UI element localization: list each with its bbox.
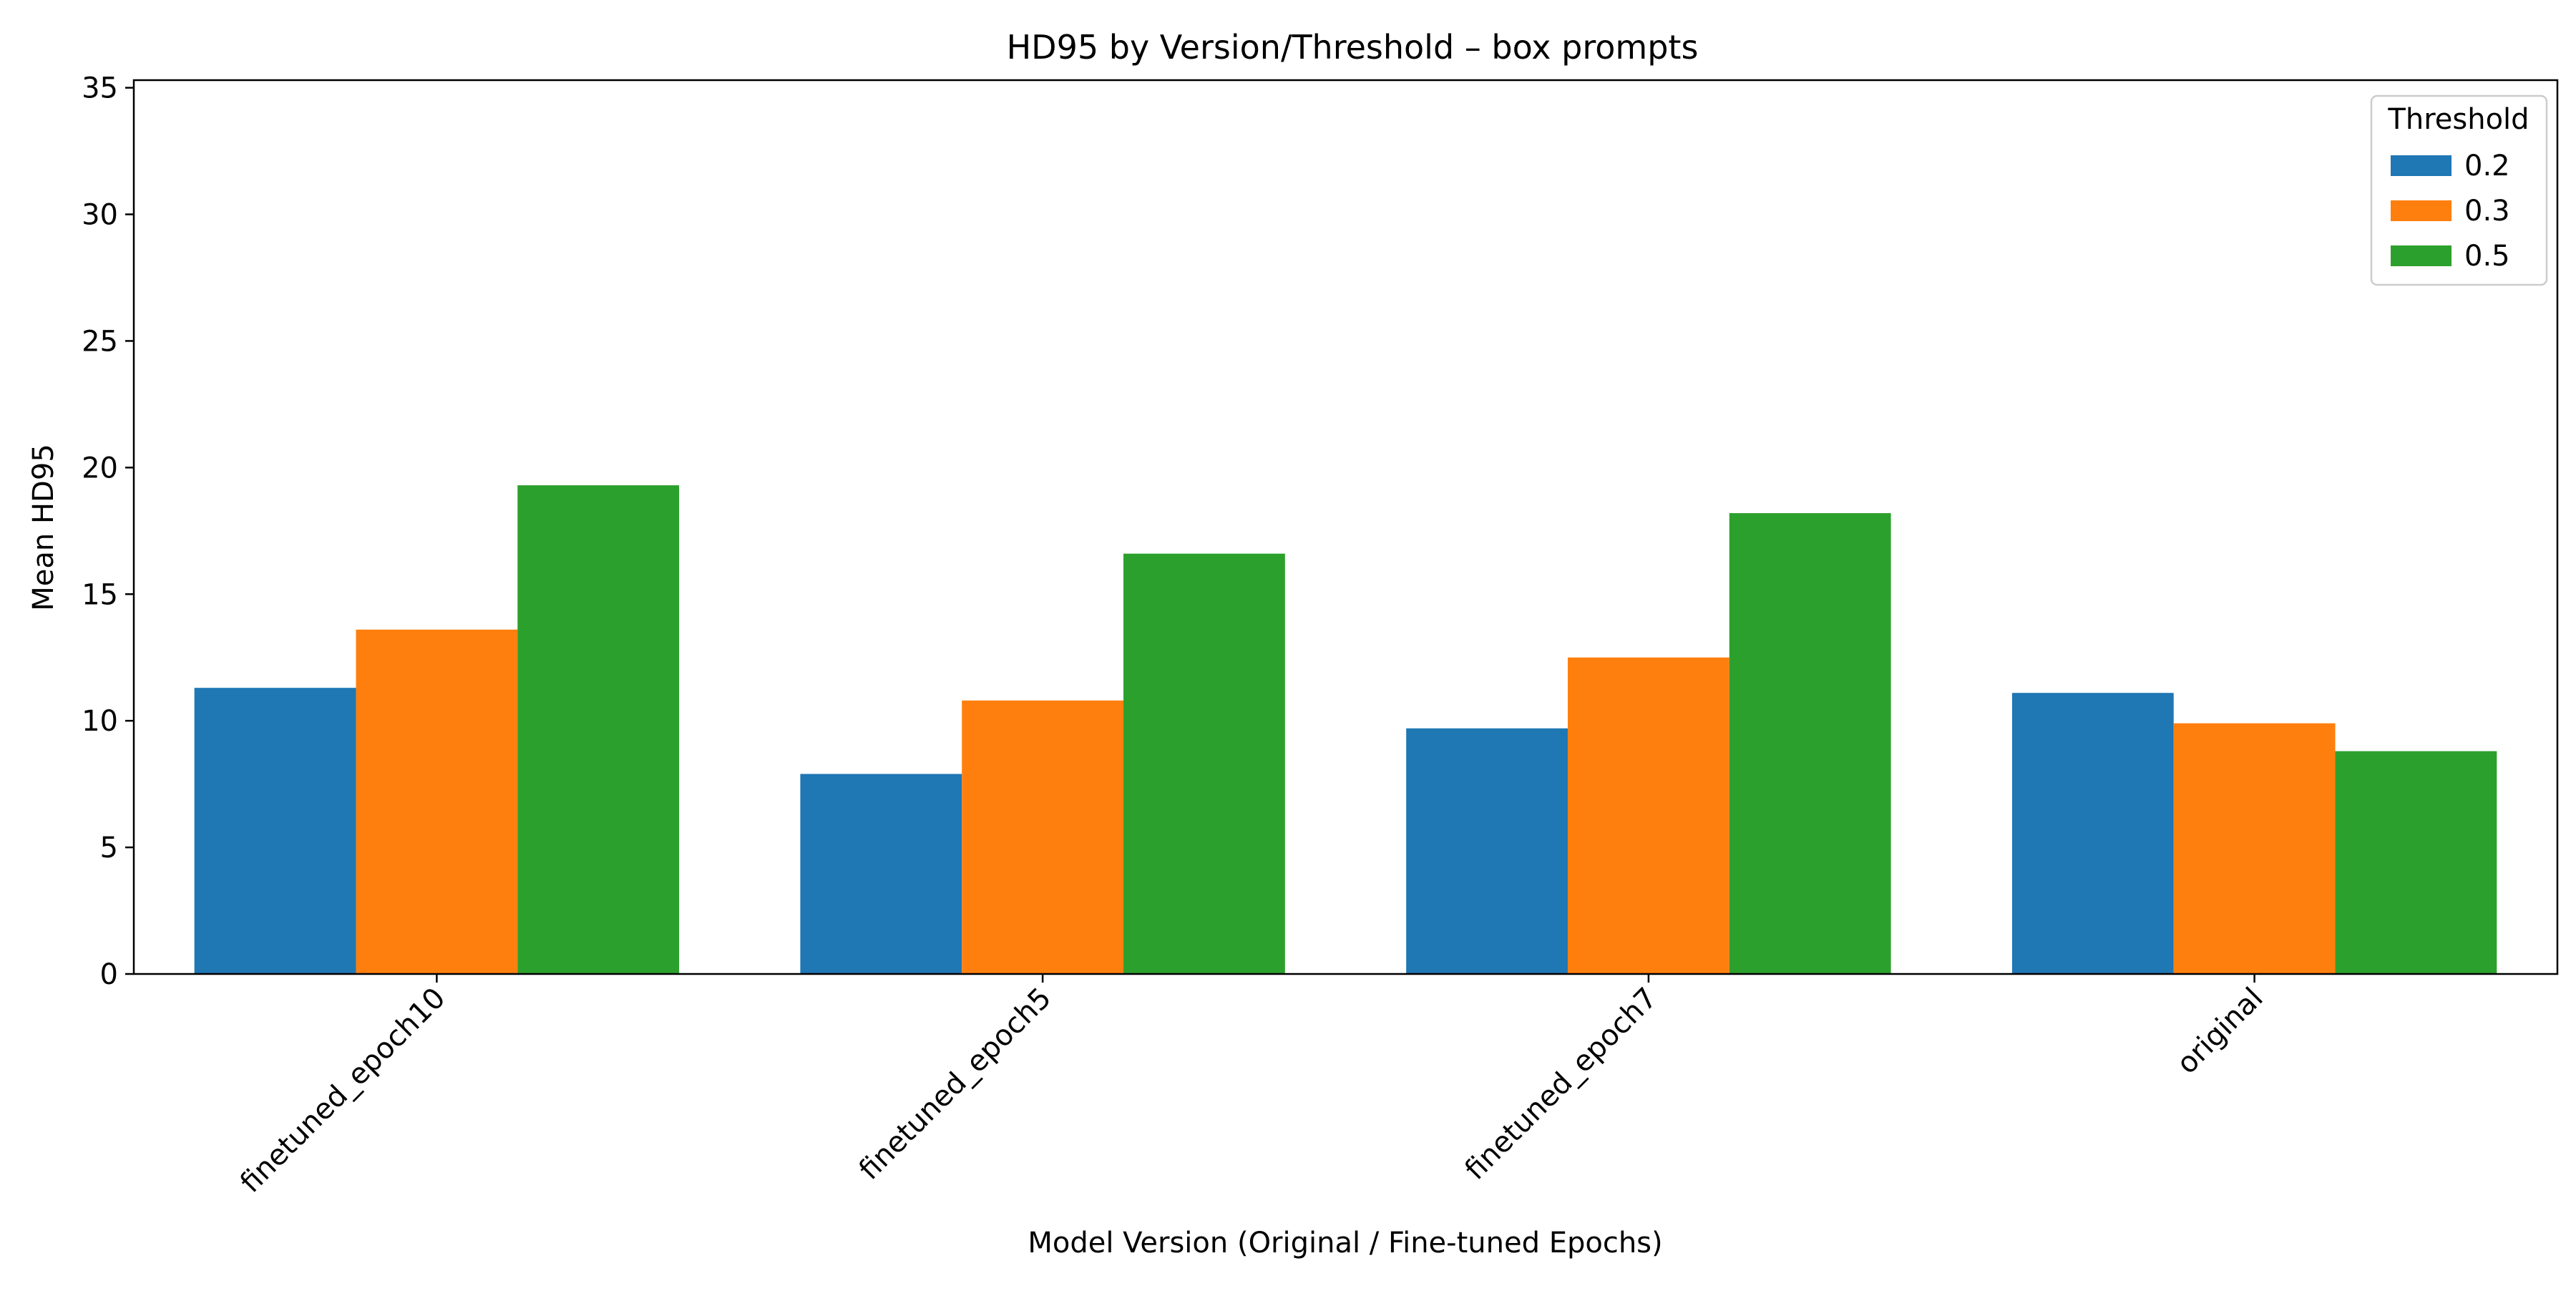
bar: [2011, 693, 2174, 974]
legend-items: 0.2 0.3 0.5: [2391, 150, 2510, 273]
bar: [356, 629, 518, 974]
bar: [800, 774, 962, 974]
legend-swatch: [2391, 245, 2451, 266]
y-axis-label: Mean HD95: [27, 444, 60, 610]
x-axis-label: Model Version (Original / Fine-tuned Epo…: [1028, 1227, 1662, 1260]
y-tick-label: 15: [82, 578, 118, 611]
y-tick-label: 20: [82, 452, 118, 484]
legend: Threshold 0.2 0.3 0.5: [2370, 94, 2548, 286]
y-tick-label: 5: [100, 832, 118, 864]
bar: [1123, 553, 1285, 974]
y-tick-label: 25: [82, 325, 118, 358]
bar: [517, 485, 680, 974]
bar: [2335, 751, 2497, 974]
y-tick-label: 10: [82, 705, 118, 738]
y-tick-label: 30: [82, 199, 118, 232]
y-tick-label: 35: [82, 72, 118, 105]
bar: [1729, 513, 1891, 974]
bar: [2173, 723, 2336, 974]
legend-frame: [2370, 94, 2548, 286]
legend-swatch: [2391, 155, 2451, 176]
legend-label: 0.5: [2464, 240, 2510, 273]
bar: [1406, 728, 1568, 974]
y-tick-label: 0: [100, 958, 118, 991]
legend-title: Threshold: [2387, 103, 2529, 136]
bar: [1567, 657, 1729, 974]
bar: [194, 688, 356, 974]
legend-label: 0.2: [2464, 150, 2510, 182]
plot-frame: [132, 79, 2559, 975]
bars-layer: [194, 485, 2497, 974]
legend-label: 0.3: [2464, 195, 2510, 228]
legend-swatch: [2391, 200, 2451, 221]
y-axis: 0 5 10 15 20 25 30 35: [82, 72, 134, 991]
bar: [962, 700, 1124, 974]
chart-title: HD95 by Version/Threshold – box prompts: [1007, 28, 1699, 67]
